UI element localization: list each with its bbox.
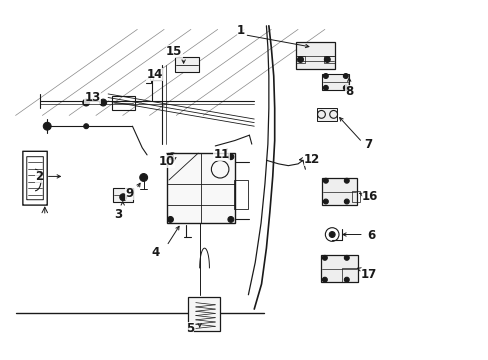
Text: 4: 4: [151, 246, 160, 259]
Circle shape: [227, 154, 233, 159]
Circle shape: [344, 277, 348, 282]
Text: 13: 13: [84, 91, 101, 104]
Text: 12: 12: [303, 153, 319, 166]
Circle shape: [140, 174, 147, 181]
Circle shape: [328, 231, 334, 238]
Circle shape: [343, 85, 347, 90]
Circle shape: [323, 199, 327, 204]
Bar: [316, 108, 336, 121]
Circle shape: [120, 194, 126, 201]
Circle shape: [297, 57, 303, 62]
Bar: [175, 57, 198, 72]
Circle shape: [344, 178, 348, 183]
Text: 15: 15: [166, 45, 182, 58]
Bar: [295, 56, 305, 63]
Circle shape: [167, 216, 173, 222]
Bar: [113, 188, 133, 202]
Text: 7: 7: [364, 138, 372, 150]
Circle shape: [100, 99, 106, 106]
Text: 16: 16: [361, 190, 378, 203]
Bar: [295, 42, 334, 69]
Circle shape: [344, 255, 348, 260]
Bar: [323, 56, 334, 63]
Bar: [351, 191, 360, 202]
Text: 17: 17: [360, 268, 377, 281]
Circle shape: [43, 122, 51, 130]
Text: 11: 11: [213, 148, 229, 161]
Text: 9: 9: [125, 187, 133, 200]
Circle shape: [82, 99, 89, 106]
Bar: [321, 255, 357, 282]
Text: 1: 1: [236, 24, 244, 37]
Circle shape: [324, 57, 329, 62]
Circle shape: [322, 277, 326, 282]
Text: 3: 3: [114, 208, 122, 221]
Text: 8: 8: [345, 85, 353, 98]
Circle shape: [343, 73, 347, 78]
Circle shape: [323, 73, 327, 78]
Text: 5: 5: [185, 322, 194, 335]
Bar: [233, 180, 248, 209]
Bar: [341, 268, 357, 282]
Bar: [322, 178, 356, 205]
Text: 10: 10: [158, 155, 174, 168]
Bar: [188, 297, 220, 330]
Circle shape: [83, 124, 88, 129]
Bar: [112, 96, 135, 111]
Circle shape: [344, 199, 348, 204]
Text: 14: 14: [146, 68, 162, 81]
Circle shape: [167, 154, 173, 159]
Circle shape: [322, 255, 326, 260]
Bar: [322, 74, 348, 90]
Bar: [166, 153, 234, 223]
Circle shape: [227, 216, 233, 222]
Text: 6: 6: [366, 229, 374, 242]
Circle shape: [323, 85, 327, 90]
Text: 2: 2: [35, 170, 43, 183]
Circle shape: [323, 178, 327, 183]
